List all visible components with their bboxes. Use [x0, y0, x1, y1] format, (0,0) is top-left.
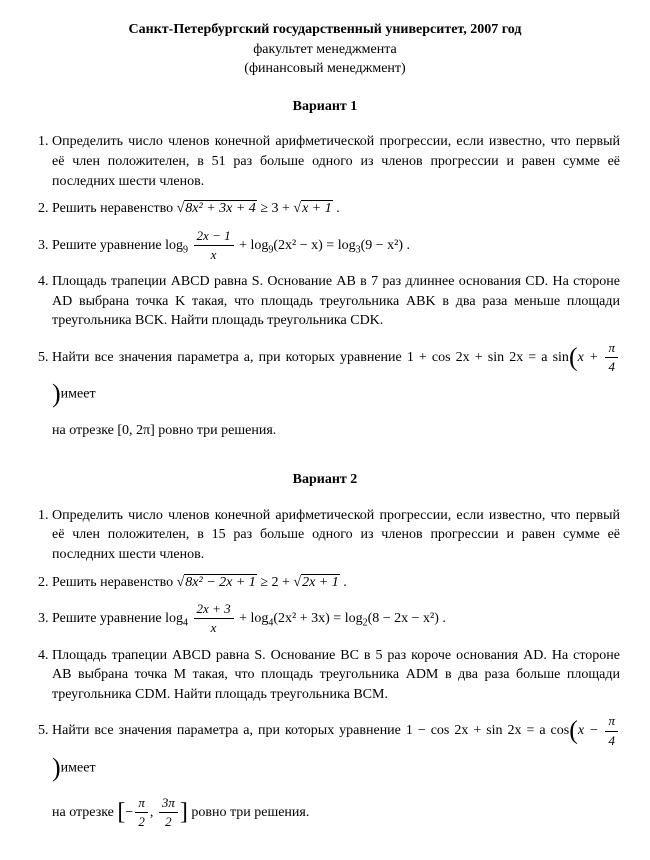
variant2-title: Вариант 2 [30, 470, 620, 490]
problem-2-4: Площадь трапеции ABCD равна S. Основание… [52, 646, 620, 705]
p12-text: Решить неравенство [52, 201, 177, 216]
frac-2-5c: 3π2 [159, 794, 178, 831]
department: факультет менеджмента [30, 40, 620, 60]
p25-a: Найти все значения параметра a, при кото… [52, 723, 569, 738]
problem-2-3: Решите уравнение log4 2x + 3x + log4(2x²… [52, 600, 620, 637]
p15-c: на отрезке [0, 2π] ровно три решения. [52, 421, 620, 441]
university-title: Санкт-Петербургский государственный унив… [30, 20, 620, 40]
p25-b: имеет [61, 760, 96, 775]
sqrt-2: x + 1 [293, 199, 332, 219]
problem-1-2: Решить неравенство 8x² + 3x + 4 ≥ 3 + x … [52, 199, 620, 219]
problem-1-5: Найти все значения параметра a, при кото… [52, 339, 620, 440]
p23-d: (8 − 2x − x²) . [368, 611, 446, 626]
p15-a: Найти все значения параметра a, при кото… [52, 350, 569, 365]
frac-1-5: π4 [605, 339, 618, 376]
p13-a: Решите уравнение log [52, 238, 183, 253]
problem-2-1: Определить число членов конечной арифмет… [52, 506, 620, 565]
variant2-problems: Определить число членов конечной арифмет… [30, 506, 620, 832]
sqrt-1: 8x² + 3x + 4 [177, 199, 257, 219]
document-header: Санкт-Петербургский государственный унив… [30, 20, 620, 79]
problem-2-5: Найти все значения параметра a, при кото… [52, 712, 620, 831]
sqrt-3: 8x² − 2x + 1 [177, 573, 257, 593]
frac-2-5b: π2 [135, 794, 148, 831]
p23-c: (2x² + 3x) = log [273, 611, 362, 626]
problem-1-3: Решите уравнение log9 2x − 1x + log9(2x²… [52, 227, 620, 264]
p13-c: (2x² − x) = log [273, 238, 355, 253]
p13-d: (9 − x²) . [361, 238, 410, 253]
problem-1-4: Площадь трапеции ABCD равна S. Основание… [52, 272, 620, 331]
subdepartment: (финансовый менеджмент) [30, 59, 620, 79]
p12-mid: ≥ 3 + [257, 201, 294, 216]
p22-mid: ≥ 2 + [257, 575, 294, 590]
variant1-title: Вариант 1 [30, 97, 620, 117]
problem-1-1: Определить число членов конечной арифмет… [52, 132, 620, 191]
p22-text: Решить неравенство [52, 575, 177, 590]
frac-2-5a: π4 [605, 712, 618, 749]
p23-b: + log [236, 611, 269, 626]
p23-a: Решите уравнение log [52, 611, 183, 626]
frac-2-3: 2x + 3x [194, 600, 234, 637]
variant1-problems: Определить число членов конечной арифмет… [30, 132, 620, 440]
p25-line2: на отрезке [−π2, 3π2] ровно три решения. [52, 794, 620, 831]
p25-c: на отрезке [52, 805, 117, 820]
p13-b: + log [236, 238, 269, 253]
sqrt-4: 2x + 1 [293, 573, 339, 593]
p25-d: ровно три решения. [188, 805, 310, 820]
frac-1-3: 2x − 1x [194, 227, 234, 264]
p15-b: имеет [61, 387, 96, 402]
problem-2-2: Решить неравенство 8x² − 2x + 1 ≥ 2 + 2x… [52, 573, 620, 593]
